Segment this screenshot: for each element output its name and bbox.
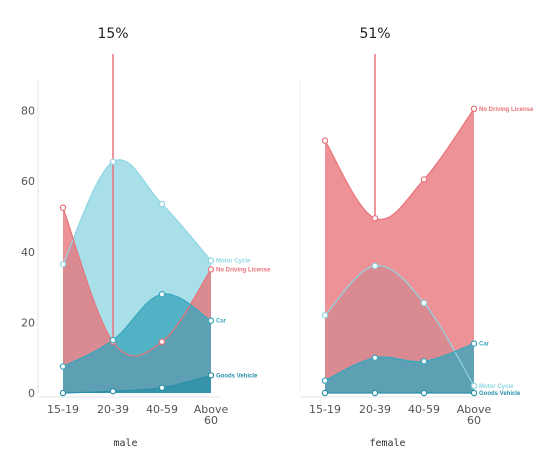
y-axis: 0 20 40 60 80 (21, 80, 301, 400)
female-series-labels: Motor Cycle No Driving License Car Goods Ve… (479, 107, 534, 397)
motor-cycle-point[interactable] (59, 261, 67, 268)
goods-vehicle-point[interactable] (470, 389, 478, 397)
goods-vehicle-label: Goods Vehicle (216, 373, 258, 379)
no-driving-license-point[interactable] (207, 266, 215, 273)
car-area (63, 293, 211, 393)
x-tick-label: 15-19 (309, 403, 341, 416)
goods-vehicle-line (62, 374, 212, 394)
no-driving-license-point[interactable] (420, 176, 428, 183)
panel-male: Motor Cycle No Driving License Car Goods Ve… (38, 26, 271, 449)
male-points (59, 158, 215, 397)
male-panel-label: male (113, 438, 137, 449)
car-point[interactable] (109, 336, 117, 344)
y-tick-label: 40 (21, 246, 35, 259)
female-points (321, 105, 478, 397)
no-driving-license-point[interactable] (158, 338, 166, 345)
motor-cycle-label: Motor Cycle (216, 259, 251, 265)
car-label: Car (479, 342, 490, 348)
x-tick-label: Above 60 (457, 403, 492, 427)
car-line (324, 343, 475, 382)
no-driving-license-area (325, 108, 474, 394)
car-line (62, 293, 212, 368)
no-driving-license-point[interactable] (321, 137, 329, 144)
no-driving-license-point[interactable] (470, 105, 478, 113)
y-tick-label: 20 (21, 316, 35, 329)
y-tick-label: 80 (21, 105, 35, 118)
male-lines (62, 159, 212, 394)
male-highlight-value: 15% (97, 26, 128, 42)
motor-cycle-label: Motor Cycle (479, 384, 514, 390)
x-tick-label: 40-59 (146, 403, 178, 416)
motor-cycle-point[interactable] (371, 262, 379, 270)
x-tick-label: 40-59 (408, 403, 440, 416)
male-series-labels: Motor Cycle No Driving License Car Goods Ve… (216, 259, 271, 380)
car-point[interactable] (59, 363, 67, 370)
car-area (325, 343, 474, 393)
y-tick-label: 0 (28, 387, 35, 400)
goods-vehicle-point[interactable] (109, 388, 117, 395)
goods-vehicle-point[interactable] (158, 384, 166, 391)
male-areas (63, 159, 211, 393)
car-point[interactable] (470, 340, 478, 347)
no-driving-license-label: No Driving License (216, 267, 271, 273)
no-driving-license-point[interactable] (371, 215, 379, 222)
x-tick-label: 20-39 (97, 403, 129, 416)
no-driving-license-label: No Driving License (479, 107, 534, 113)
no-driving-license-line (62, 207, 212, 357)
goods-vehicle-point[interactable] (207, 372, 215, 379)
motor-cycle-point[interactable] (321, 312, 329, 319)
x-tick-label: Above 60 (194, 403, 229, 427)
panel-female: Motor Cycle No Driving License Car Goods Ve… (300, 26, 534, 449)
motor-cycle-point[interactable] (470, 382, 478, 390)
y-tick-label: 60 (21, 175, 35, 188)
no-driving-license-line (324, 108, 475, 221)
female-panel-label: female (369, 438, 405, 449)
car-point[interactable] (158, 291, 166, 298)
x-tick-label: 20-39 (359, 403, 391, 416)
goods-vehicle-label: Goods Vehicle (479, 391, 521, 397)
female-lines (324, 108, 475, 394)
motor-cycle-point[interactable] (207, 257, 215, 264)
goods-vehicle-area (63, 375, 211, 393)
male-x-axis: 15-19 20-39 40-59 Above 60 (38, 396, 229, 427)
motor-cycle-line (324, 265, 475, 387)
car-point[interactable] (371, 354, 379, 361)
motor-cycle-point[interactable] (109, 158, 117, 165)
motor-cycle-point[interactable] (420, 299, 428, 307)
goods-vehicle-point[interactable] (59, 389, 67, 397)
car-label: Car (216, 319, 227, 325)
car-point[interactable] (207, 317, 215, 324)
female-highlight-value: 51% (359, 26, 390, 42)
motor-cycle-point[interactable] (158, 200, 166, 208)
car-point[interactable] (420, 358, 428, 365)
female-areas (325, 108, 474, 394)
car-point[interactable] (321, 377, 329, 384)
goods-vehicle-point[interactable] (420, 389, 428, 397)
motor-cycle-line (62, 159, 212, 265)
goods-vehicle-point[interactable] (321, 389, 329, 397)
no-driving-license-point[interactable] (59, 204, 67, 211)
goods-vehicle-point[interactable] (371, 389, 379, 397)
female-x-axis: 15-19 20-39 40-59 Above 60 (300, 396, 492, 427)
x-tick-label: 15-19 (47, 403, 79, 416)
